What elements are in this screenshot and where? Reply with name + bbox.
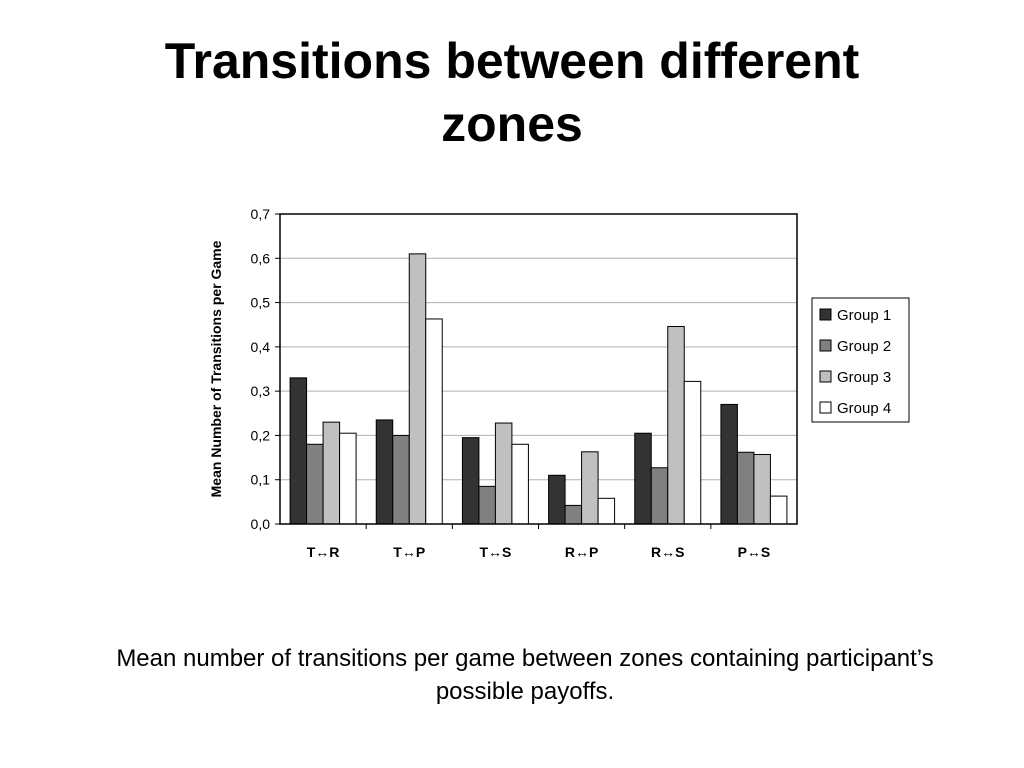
slide-title: Transitions between different zones <box>164 33 860 152</box>
y-tick-label: 0,0 <box>251 516 271 532</box>
chart: 0,0 0,1 0,2 0,3 0,4 0,5 0,6 0,7 T↔R T↔P T↔S R↔P R↔S P… <box>200 190 920 570</box>
bar <box>564 504 583 525</box>
y-tick-label: 0,4 <box>251 339 271 355</box>
x-tick-label: T↔R <box>307 544 340 560</box>
bar <box>736 451 755 525</box>
y-tick-label: 0,5 <box>251 295 271 311</box>
legend-swatch <box>819 339 832 352</box>
bar <box>667 325 685 525</box>
bar <box>769 495 788 525</box>
y-axis-title: Mean Number of Transitions per Game <box>208 240 224 497</box>
legend-swatch <box>819 308 832 321</box>
bar <box>753 453 771 525</box>
legend-label: Group 4 <box>837 400 891 417</box>
bar <box>650 467 669 525</box>
x-tick-label: T↔S <box>479 544 511 560</box>
y-tick-label: 0,1 <box>251 472 271 488</box>
x-tick-label: T↔P <box>393 544 425 560</box>
bar <box>683 380 702 525</box>
x-tick-label: P↔S <box>738 544 771 560</box>
y-tick-label: 0,6 <box>251 250 271 266</box>
bar <box>306 443 324 525</box>
bar <box>375 419 394 525</box>
legend-label: Group 3 <box>837 369 891 386</box>
bar <box>322 421 341 525</box>
bar <box>548 474 566 525</box>
bar <box>597 497 616 525</box>
bar <box>392 434 410 525</box>
y-tick-label: 0,7 <box>251 206 271 222</box>
y-tick-label: 0,2 <box>251 427 271 443</box>
x-tick-label: R↔P <box>565 544 598 560</box>
bar <box>339 432 357 525</box>
plot-frame <box>279 213 798 525</box>
y-tick-label: 0,3 <box>251 383 271 399</box>
legend-label: Group 1 <box>837 307 891 324</box>
legend-label: Group 2 <box>837 338 891 355</box>
bar <box>581 451 599 525</box>
bar <box>478 485 496 525</box>
bar <box>289 377 308 525</box>
slide-caption: Mean number of transitions per game betw… <box>116 645 934 705</box>
bar <box>494 422 513 525</box>
bar-chart: 0,0 0,1 0,2 0,3 0,4 0,5 0,6 0,7 T↔R T↔P T↔S R↔P R↔S P… <box>208 206 910 560</box>
bar <box>511 443 529 525</box>
bar <box>408 253 427 525</box>
legend-swatch <box>819 401 832 414</box>
bar <box>425 318 443 525</box>
legend-swatch <box>819 370 832 383</box>
bar <box>461 437 480 525</box>
x-tick-label: R↔S <box>651 544 684 560</box>
legend-box <box>811 297 910 423</box>
bar <box>720 403 738 525</box>
bar <box>634 432 652 525</box>
